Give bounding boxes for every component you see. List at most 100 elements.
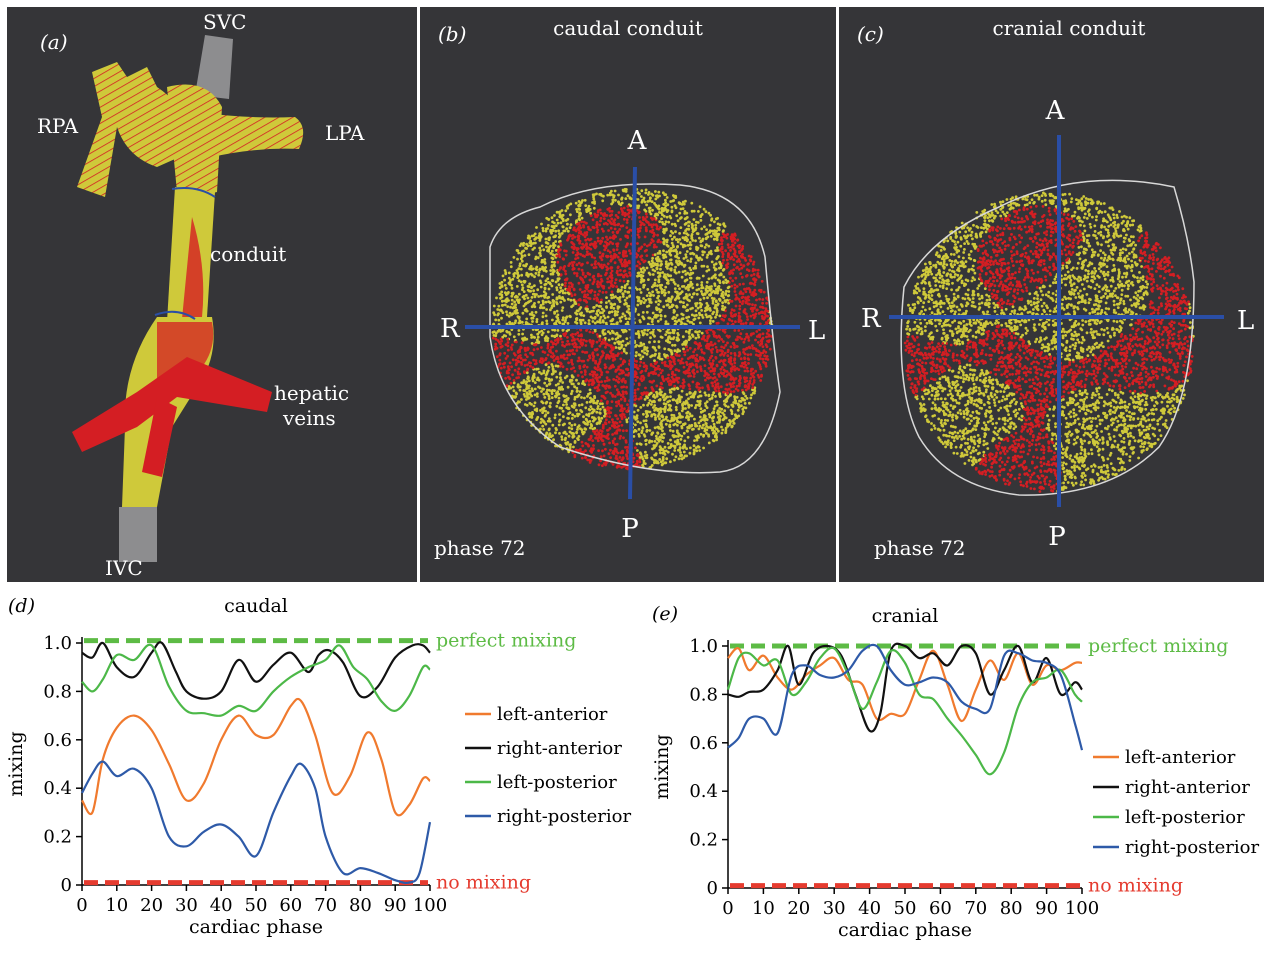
chart-tag: (d) bbox=[8, 595, 35, 617]
x-tick-label: 0 bbox=[722, 898, 733, 919]
particle-cloud-caudal bbox=[491, 187, 774, 471]
chart-d-caudal: (d) caudal 0 0.2 0.4 0.6 0.8 1.0 0 10 20 30 40 50 60 70… bbox=[5, 595, 631, 938]
chart-tag: (e) bbox=[652, 603, 678, 625]
chart-title: cranial bbox=[872, 605, 939, 627]
svc-vessel bbox=[195, 35, 233, 99]
perfect-mixing-label: perfect mixing bbox=[1088, 635, 1228, 657]
x-tick-label: 60 bbox=[279, 895, 302, 916]
cranial-cross-section: (c) cranial conduit A P R L phase 72 bbox=[857, 16, 1254, 560]
y-axis-label: mixing bbox=[5, 731, 27, 796]
x-tick-label: 40 bbox=[210, 895, 233, 916]
y-axis-label: mixing bbox=[651, 734, 673, 799]
x-tick-label: 50 bbox=[894, 898, 917, 919]
junction-vessel bbox=[167, 84, 222, 195]
y-tick-label: 0 bbox=[707, 878, 718, 899]
panel-c-tag: (c) bbox=[857, 22, 884, 46]
y-tick-label: 0.8 bbox=[43, 681, 72, 702]
x-tick-label: 80 bbox=[349, 895, 372, 916]
no-mixing-label: no mixing bbox=[1088, 875, 1183, 897]
series-line-left-posterior bbox=[726, 646, 1083, 776]
ap-axis-line bbox=[628, 166, 637, 500]
series-line-right-anterior bbox=[81, 641, 431, 700]
series-line-right-posterior bbox=[727, 643, 1084, 751]
legend-label-right-anterior: right-anterior bbox=[497, 738, 622, 759]
x-tick-label: 30 bbox=[175, 895, 198, 916]
x-tick-label: 0 bbox=[76, 895, 87, 916]
x-tick-label: 20 bbox=[140, 895, 163, 916]
legend-label-left-anterior: left-anterior bbox=[1125, 747, 1236, 768]
legend-label-left-anterior: left-anterior bbox=[497, 704, 608, 725]
series-line-right-anterior bbox=[727, 642, 1083, 733]
ivc-vessel bbox=[119, 507, 157, 562]
chart-title: caudal bbox=[224, 595, 288, 617]
x-tick-label: 100 bbox=[413, 895, 447, 916]
panel-b-caudal-cross-section: (b) caudal conduit A P R L phase 72 bbox=[420, 7, 836, 582]
y-tick-label: 0.6 bbox=[43, 730, 72, 751]
panel-a-vessel-render: (a) SVC RPA LPA conduit hepatic veins IV… bbox=[7, 7, 417, 582]
hepatic-label: hepatic bbox=[274, 381, 349, 405]
rpa-vessel bbox=[77, 62, 202, 197]
legend-label-right-anterior: right-anterior bbox=[1125, 777, 1250, 798]
x-tick-label: 10 bbox=[752, 898, 775, 919]
y-tick-label: 0.6 bbox=[689, 733, 718, 754]
axis-label-l: L bbox=[1237, 306, 1254, 336]
panel-b-title: caudal conduit bbox=[553, 16, 703, 40]
legend-label-right-posterior: right-posterior bbox=[497, 806, 631, 827]
cranial-outline bbox=[900, 179, 1195, 496]
lpa-label: LPA bbox=[325, 121, 365, 145]
y-tick-label: 0.2 bbox=[43, 827, 72, 848]
axis-label-r: R bbox=[440, 314, 461, 344]
caudal-cross-section: (b) caudal conduit A P R L phase 72 bbox=[434, 16, 825, 560]
panel-c-title: cranial conduit bbox=[993, 16, 1146, 40]
x-tick-label: 80 bbox=[1000, 898, 1023, 919]
x-axis-label: cardiac phase bbox=[189, 916, 323, 938]
x-tick-label: 30 bbox=[823, 898, 846, 919]
no-mixing-label: no mixing bbox=[436, 872, 531, 894]
panel-b-phase: phase 72 bbox=[434, 536, 526, 560]
svc-label: SVC bbox=[203, 10, 246, 34]
conduit-label: conduit bbox=[210, 242, 286, 266]
y-tick-label: 1.0 bbox=[43, 633, 72, 654]
axis-label-p: P bbox=[621, 514, 639, 544]
panel-b-tag: (b) bbox=[438, 22, 466, 46]
legend-label-right-posterior: right-posterior bbox=[1125, 837, 1259, 858]
x-tick-label: 20 bbox=[787, 898, 810, 919]
legend-label-left-posterior: left-posterior bbox=[497, 772, 617, 793]
x-tick-label: 70 bbox=[314, 895, 337, 916]
ivc-label: IVC bbox=[105, 556, 143, 580]
x-tick-label: 60 bbox=[929, 898, 952, 919]
panel-c-cranial-cross-section: (c) cranial conduit A P R L phase 72 bbox=[839, 7, 1264, 582]
axis-label-l: L bbox=[808, 316, 825, 346]
panel-c-phase: phase 72 bbox=[874, 536, 966, 560]
x-axis-label: cardiac phase bbox=[838, 919, 972, 941]
y-tick-label: 0.8 bbox=[689, 684, 718, 705]
panel-a-tag: (a) bbox=[40, 30, 68, 54]
y-tick-label: 0 bbox=[61, 875, 72, 896]
x-tick-label: 90 bbox=[384, 895, 407, 916]
axis-label-a: A bbox=[627, 126, 648, 156]
veins-label: veins bbox=[282, 406, 336, 430]
y-tick-label: 1.0 bbox=[689, 636, 718, 657]
hepatic-veins-vessel bbox=[72, 357, 272, 452]
y-tick-label: 0.4 bbox=[43, 778, 72, 799]
x-tick-label: 40 bbox=[858, 898, 881, 919]
axis-label-p: P bbox=[1048, 522, 1066, 552]
x-tick-label: 90 bbox=[1035, 898, 1058, 919]
vessel-illustration: (a) SVC RPA LPA conduit hepatic veins IV… bbox=[37, 10, 365, 580]
axis-label-r: R bbox=[861, 304, 882, 334]
rpa-label: RPA bbox=[37, 114, 79, 138]
x-tick-label: 100 bbox=[1065, 898, 1099, 919]
y-tick-label: 0.4 bbox=[689, 781, 718, 802]
y-tick-label: 0.2 bbox=[689, 830, 718, 851]
series-line-right-posterior bbox=[81, 760, 432, 885]
perfect-mixing-label: perfect mixing bbox=[436, 630, 576, 652]
caudal-outline bbox=[489, 183, 781, 474]
x-tick-label: 10 bbox=[105, 895, 128, 916]
lpa-vessel bbox=[197, 112, 304, 157]
x-tick-label: 70 bbox=[964, 898, 987, 919]
axis-label-a: A bbox=[1045, 96, 1066, 126]
series-line-left-posterior bbox=[81, 643, 431, 717]
series-line-left-anterior bbox=[81, 697, 431, 817]
x-tick-label: 50 bbox=[245, 895, 268, 916]
legend-label-left-posterior: left-posterior bbox=[1125, 807, 1245, 828]
